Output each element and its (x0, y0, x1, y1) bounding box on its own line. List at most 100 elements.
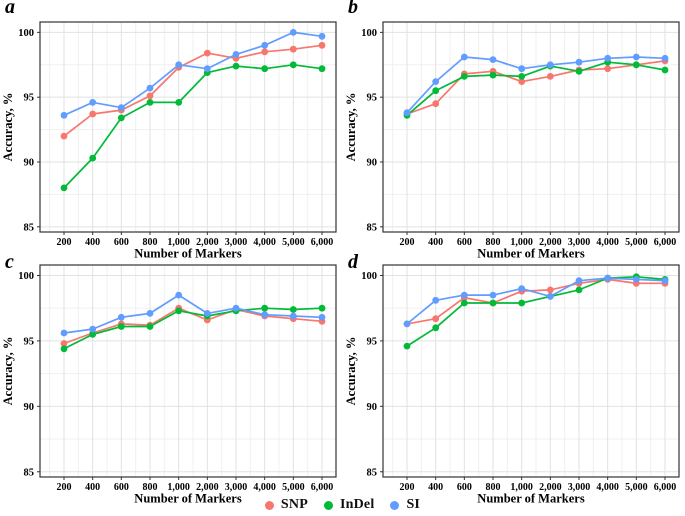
data-point-indel (575, 67, 583, 75)
y-tick-label: 100 (18, 28, 34, 39)
data-point-snp (261, 48, 269, 56)
data-point-si (575, 277, 583, 285)
data-point-si (89, 99, 97, 106)
data-point-indel (261, 304, 269, 312)
x-tick-label: 1,000 (167, 237, 190, 248)
x-tick-label: 2,000 (196, 237, 219, 248)
plot-background (40, 265, 336, 477)
legend-label-si: SI (406, 497, 421, 512)
data-point-si (632, 276, 640, 283)
data-point-snp (146, 92, 154, 100)
x-tick-label: 4,000 (253, 482, 276, 493)
data-point-snp (289, 45, 297, 53)
data-point-indel (146, 99, 154, 106)
data-point-indel (261, 65, 269, 73)
data-point-indel (489, 71, 497, 79)
x-tick-label: 600 (114, 482, 129, 493)
x-axis-title: Number of Markers (134, 492, 242, 506)
y-tick-label: 90 (367, 402, 378, 413)
data-point-si (289, 29, 297, 36)
data-point-si (403, 320, 411, 328)
data-point-si (489, 56, 497, 63)
data-point-si (117, 313, 125, 321)
x-axis-title: Number of Markers (477, 492, 585, 506)
data-point-indel (289, 61, 297, 69)
data-point-indel (432, 87, 440, 95)
data-point-indel (318, 65, 326, 73)
x-tick-label: 4,000 (596, 237, 619, 248)
x-tick-label: 200 (57, 482, 72, 493)
data-point-si (232, 51, 240, 58)
x-tick-label: 4,000 (253, 237, 276, 248)
legend-item-si: SI (390, 497, 420, 513)
data-point-si (661, 54, 669, 62)
panel-a: a 85 90 95 100 200 400 600 800 1,000 2,000 3,000 4,… (0, 0, 342, 261)
data-point-indel (232, 62, 240, 70)
panel-letter-d: d (348, 251, 358, 273)
data-point-indel (460, 73, 468, 80)
data-point-si (460, 53, 468, 61)
data-point-snp (432, 315, 440, 323)
x-axis-title: Number of Markers (477, 247, 585, 261)
x-tick-label: 3,000 (568, 482, 591, 493)
data-point-indel (175, 99, 183, 106)
y-tick-label: 95 (367, 336, 378, 347)
data-point-indel (575, 286, 583, 294)
series-line-snp (406, 60, 666, 115)
legend-item-indel: InDel (323, 497, 374, 513)
data-point-si (518, 65, 526, 73)
data-point-indel (403, 342, 411, 350)
x-tick-label: 3,000 (568, 237, 591, 248)
series-line-si (63, 31, 323, 117)
series-line-si (406, 277, 666, 325)
plot-background (383, 22, 679, 232)
data-point-indel (318, 304, 326, 312)
x-tick-label: 6,000 (654, 237, 677, 248)
data-point-indel (117, 323, 125, 330)
data-point-snp (432, 100, 440, 108)
x-tick-label: 5,000 (282, 237, 305, 248)
x-tick-label: 400 (428, 482, 443, 493)
data-point-snp (546, 73, 554, 80)
data-point-indel (89, 154, 97, 162)
data-point-snp (60, 340, 68, 347)
data-point-indel (175, 307, 183, 315)
data-point-indel (460, 299, 468, 307)
series-line-indel (63, 307, 323, 350)
series-line-snp (406, 278, 666, 325)
data-point-si (89, 325, 97, 333)
data-point-si (661, 277, 669, 285)
y-tick-label: 90 (367, 158, 378, 169)
y-tick-label: 100 (361, 271, 377, 282)
data-point-si (146, 84, 154, 92)
data-point-snp (546, 286, 554, 294)
snp-dot-icon (264, 500, 274, 510)
y-axis-title: Accuracy, % (344, 93, 358, 162)
data-point-indel (117, 114, 125, 122)
series-line-indel (406, 61, 666, 117)
y-tick-label: 90 (24, 402, 35, 413)
data-point-si (575, 58, 583, 66)
data-point-indel (60, 345, 68, 353)
panel-letter-c: c (5, 251, 14, 273)
panel-letter-a: a (5, 0, 15, 18)
y-tick-label: 90 (24, 158, 35, 169)
y-axis-title: Accuracy, % (344, 337, 358, 406)
series-line-si (63, 294, 323, 334)
y-tick-label: 95 (24, 336, 35, 347)
data-point-snp (89, 110, 97, 118)
y-tick-label: 95 (24, 93, 35, 104)
chart-panel-b: 85 90 95 100 200 400 600 800 1,000 2,000 3,000 4,00… (344, 21, 680, 261)
plot-background (383, 265, 679, 477)
panel-letter-b: b (348, 0, 358, 18)
x-tick-label: 800 (143, 482, 158, 493)
series-line-si (406, 56, 666, 114)
data-point-indel (661, 66, 669, 74)
data-point-si (175, 291, 183, 299)
plot-border (39, 264, 337, 478)
x-tick-label: 400 (85, 482, 100, 493)
x-tick-label: 800 (486, 482, 501, 493)
plot-background (40, 22, 336, 232)
data-point-indel (632, 61, 640, 69)
